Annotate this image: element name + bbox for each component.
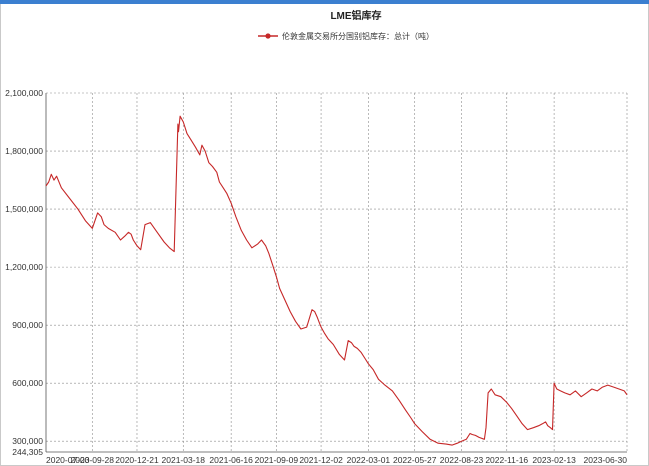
grid [46, 92, 628, 452]
y-tick-label: 300,000 [12, 436, 43, 446]
x-tick-label: 2023-06-30 [584, 455, 628, 465]
y-tick-label: 1,500,000 [5, 204, 43, 214]
legend: 伦敦金属交易所分国别铝库存：总计（吨） [258, 31, 434, 41]
y-tick-label: 244,305 [12, 447, 43, 457]
chart-title: LME铝库存 [330, 9, 381, 22]
x-tick-label: 2022-03-01 [347, 455, 391, 465]
legend-label: 伦敦金属交易所分国别铝库存：总计（吨） [282, 31, 434, 41]
x-tick-label: 2022-05-27 [393, 455, 437, 465]
y-tick-label: 2,100,000 [5, 88, 43, 98]
x-tick-label: 2021-09-09 [255, 455, 299, 465]
y-tick-label: 900,000 [12, 320, 43, 330]
accent-bar [0, 0, 649, 4]
series-layer [45, 115, 628, 446]
axes [45, 93, 627, 453]
x-tick-label: 2020-07-03 [46, 455, 90, 465]
legend-marker [265, 33, 271, 39]
series-line [45, 115, 628, 446]
x-tick-label: 2020-12-21 [115, 455, 159, 465]
x-tick-label: 2022-11-16 [485, 455, 528, 465]
x-tick-label: 2020-09-28 [71, 455, 115, 465]
x-tick-label: 2023-02-13 [532, 455, 576, 465]
x-tick-label: 2022-08-23 [440, 455, 484, 465]
y-tick-label: 600,000 [12, 378, 43, 388]
x-tick-label: 2021-06-16 [209, 455, 253, 465]
x-tick-label: 2021-03-18 [162, 455, 206, 465]
x-tick-label: 2021-12-02 [299, 455, 343, 465]
y-tick-label: 1,200,000 [5, 262, 43, 272]
y-tick-label: 1,800,000 [5, 146, 43, 156]
